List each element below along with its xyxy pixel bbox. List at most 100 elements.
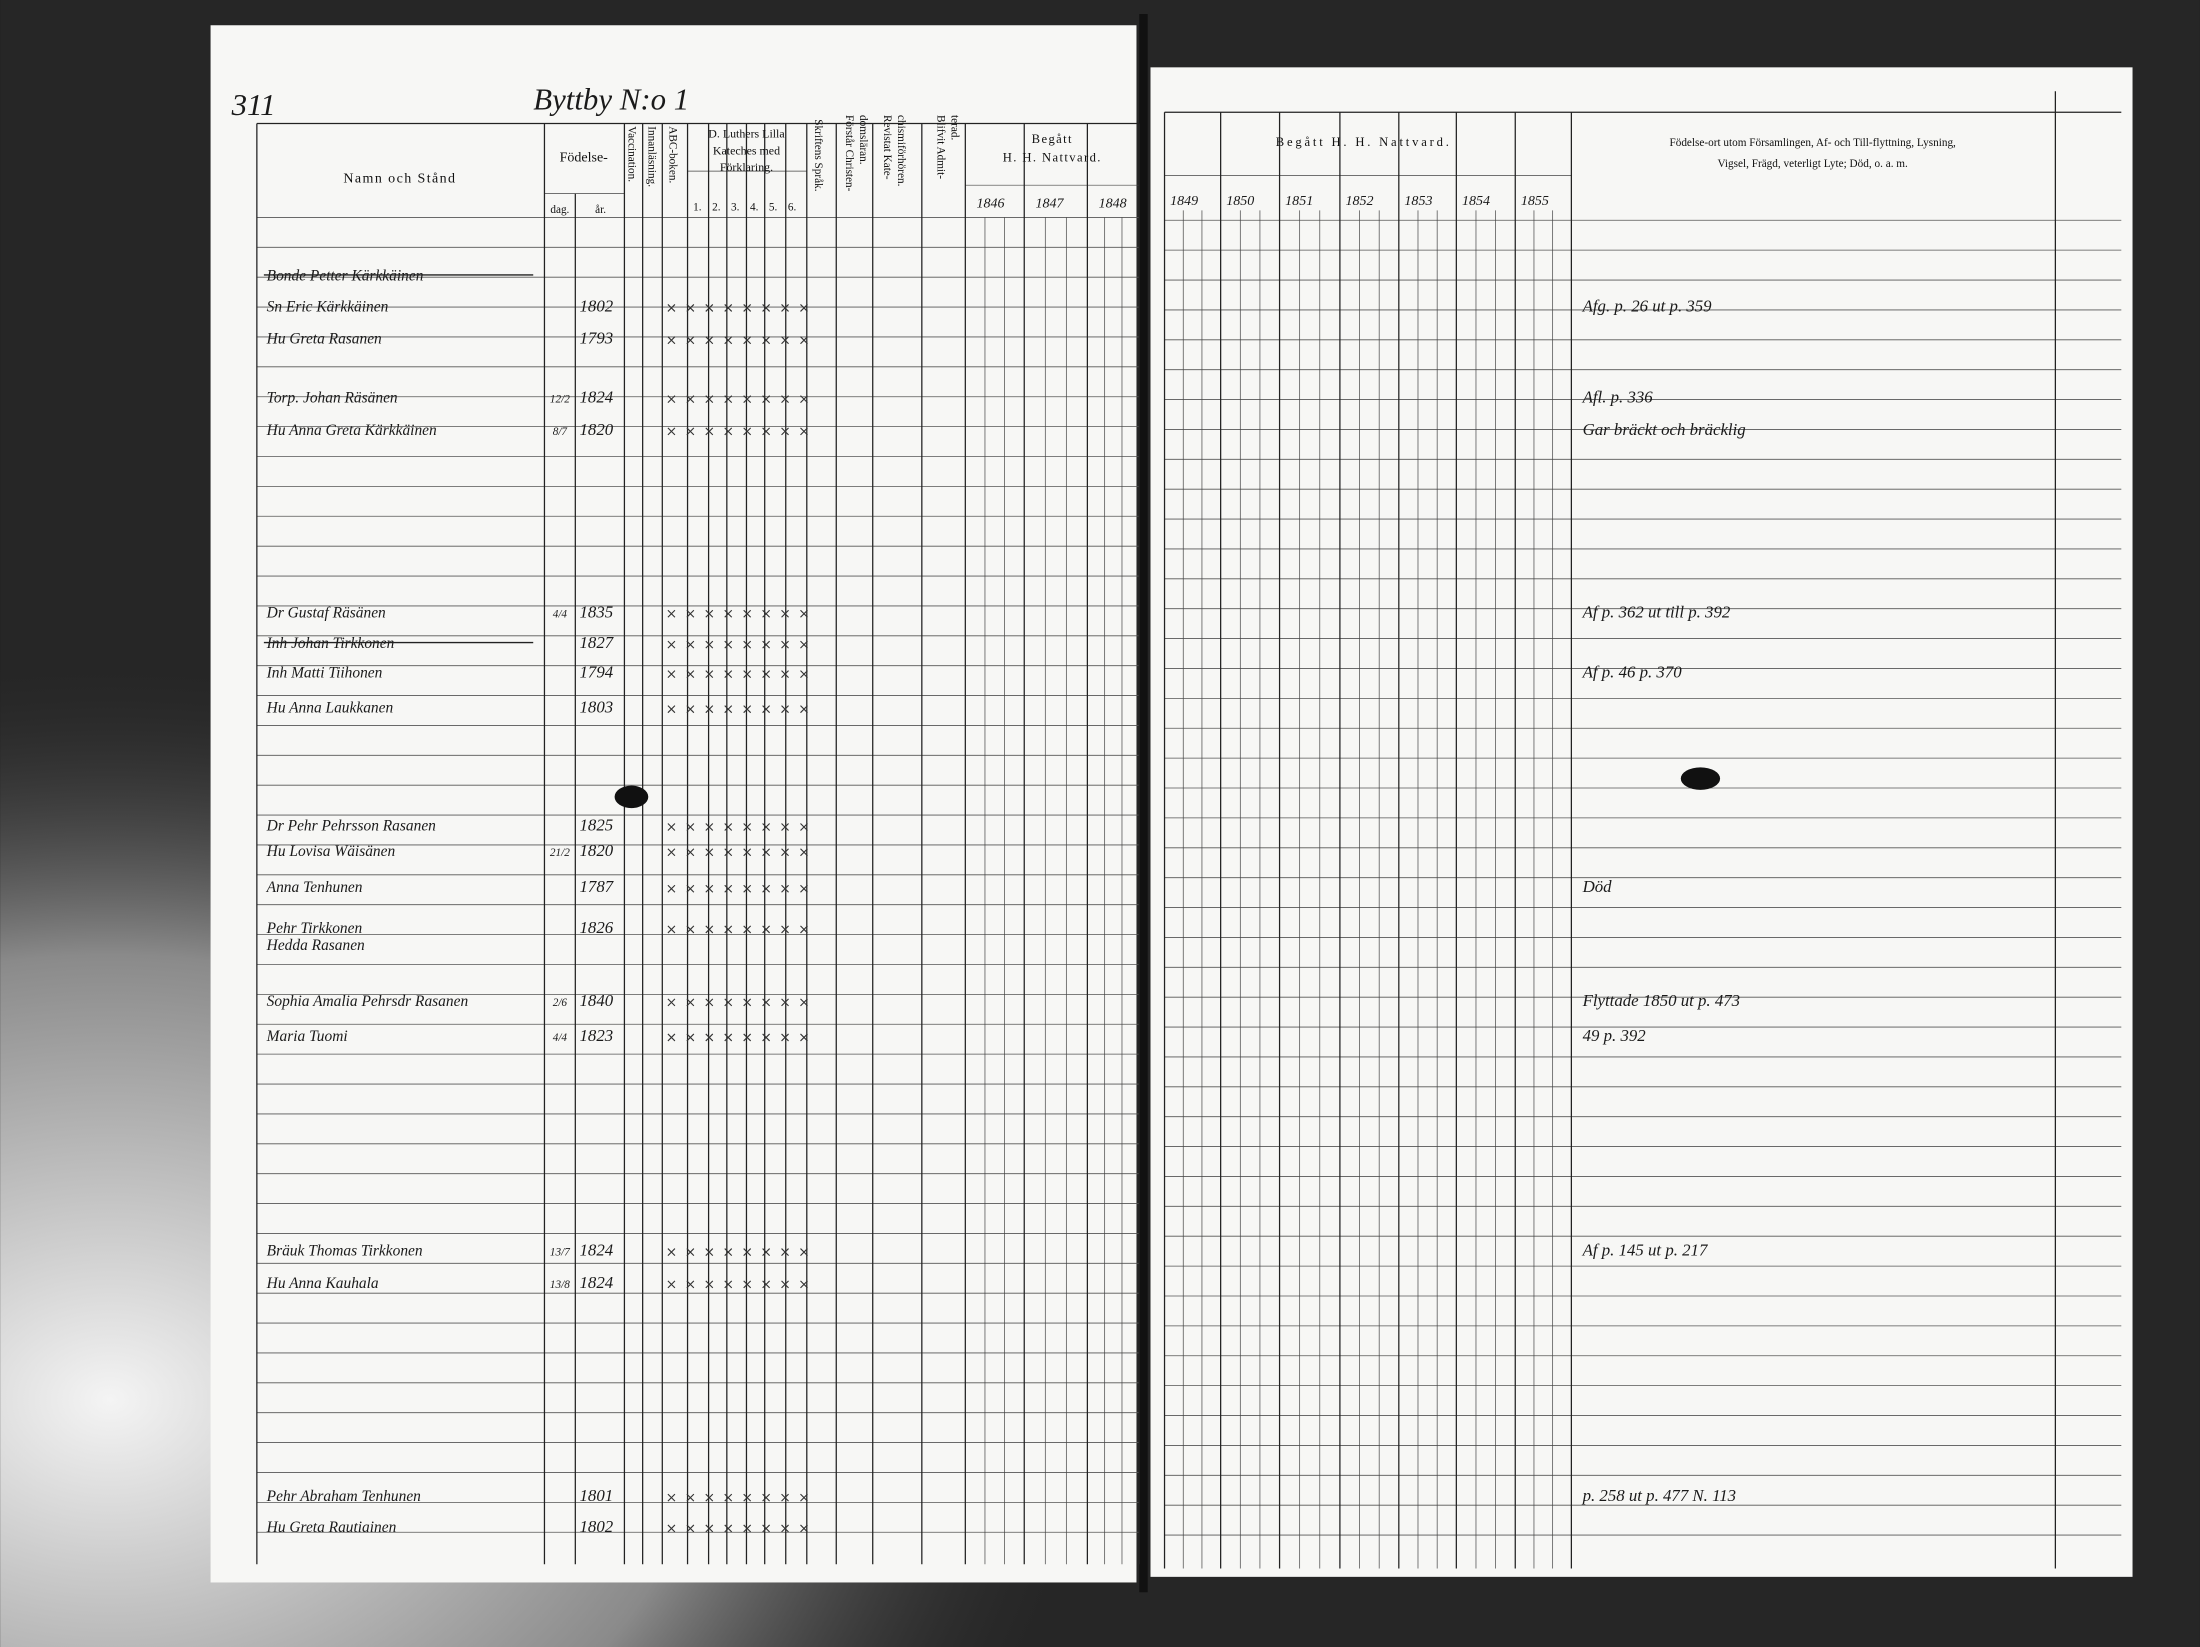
entry-year: 1827 — [580, 633, 614, 652]
page-number: 311 — [231, 88, 276, 122]
remark: p. 258 ut p. 477 N. 113 — [1582, 1486, 1736, 1505]
pen-mark — [686, 640, 695, 649]
header-year: 1852 — [1346, 194, 1374, 209]
pen-mark — [800, 609, 808, 618]
pen-mark — [762, 925, 771, 934]
pen-mark — [667, 427, 676, 436]
header-abc: ABC-boken. — [666, 126, 678, 183]
entry-name: Bonde Petter Kärkkäinen — [267, 268, 424, 285]
entry-year: 1826 — [580, 918, 614, 937]
village: Byttby N:o 1 — [533, 82, 689, 116]
entry-name: Sn Eric Kärkkäinen — [267, 298, 389, 315]
pen-mark — [705, 884, 714, 893]
pen-mark — [781, 705, 789, 714]
pen-mark — [724, 304, 733, 312]
pen-mark — [743, 304, 752, 312]
pen-mark — [667, 1280, 676, 1289]
pen-mark — [800, 1248, 808, 1256]
header-name: Namn och Stånd — [343, 171, 456, 186]
header-admitted: Blifvit Admit- — [934, 115, 946, 179]
pen-mark — [762, 1493, 771, 1502]
entry-year: 1803 — [580, 698, 614, 717]
entry-year: 1820 — [580, 420, 614, 439]
pen-mark — [800, 925, 808, 934]
pen-mark — [743, 395, 752, 404]
entry-year: 1835 — [580, 602, 614, 621]
ink-blot — [1680, 767, 1721, 790]
entry-name: Anna Tenhunen — [266, 879, 363, 896]
entry-day: 13/8 — [550, 1279, 570, 1291]
pen-mark — [686, 823, 695, 831]
pen-mark — [686, 304, 695, 312]
pen-mark — [800, 705, 808, 714]
entry-name: Torp. Johan Räsänen — [267, 390, 398, 407]
entry-year: 1802 — [580, 1517, 614, 1536]
pen-mark — [800, 1033, 808, 1042]
right-page — [1150, 67, 2133, 1577]
pen-mark — [743, 640, 752, 649]
pen-mark — [705, 1524, 714, 1533]
pen-mark — [743, 998, 752, 1007]
pen-mark — [705, 705, 714, 714]
entry-name: Hu Lovisa Wäisänen — [266, 843, 396, 860]
pen-mark — [781, 304, 789, 312]
pen-mark — [724, 998, 733, 1007]
pen-mark — [667, 823, 676, 831]
pen-mark — [800, 1493, 808, 1502]
header-year: 1853 — [1404, 194, 1432, 209]
header-catechism: D. Luthers Lilla — [708, 126, 785, 140]
pen-mark — [781, 925, 789, 934]
pen-mark — [743, 823, 752, 831]
pen-mark — [781, 609, 789, 618]
pen-mark — [667, 848, 676, 857]
header-catechism-part: 1. — [693, 201, 702, 213]
header-communion: H. H. Nattvard. — [1003, 150, 1102, 164]
header-remarks: Vigsel, Frägd, veterligt Lyte; Död, o. a… — [1718, 158, 1909, 170]
entry-year: 1801 — [580, 1486, 614, 1505]
entry-name: Dr Gustaf Räsänen — [266, 604, 386, 621]
pen-mark — [762, 640, 771, 649]
remark: Afl. p. 336 — [1582, 388, 1654, 407]
pen-mark — [724, 609, 733, 618]
header-catechism-part: 5. — [769, 201, 778, 213]
header-birth: Födelse- — [560, 150, 609, 165]
ink-blot — [614, 785, 649, 809]
pen-mark — [743, 336, 752, 345]
pen-mark — [724, 1524, 733, 1533]
header-catechism-part: 2. — [712, 201, 721, 213]
entry-name: Hu Greta Rasanen — [266, 331, 382, 348]
left-page — [210, 25, 1137, 1583]
header-year: 1850 — [1226, 194, 1254, 209]
pen-mark — [762, 1248, 771, 1256]
pen-mark — [686, 1033, 695, 1042]
entry-name: Pehr Abraham Tenhunen — [266, 1488, 422, 1505]
pen-mark — [724, 395, 733, 404]
header-scripture: Skriftens Språk. — [812, 119, 824, 191]
pen-mark — [705, 336, 714, 345]
header-year: 1846 — [977, 197, 1005, 212]
pen-mark — [667, 609, 676, 618]
entry-name: Bräuk Thomas Tirkkonen — [267, 1243, 423, 1260]
pen-mark — [705, 823, 714, 831]
entry-day: 4/4 — [553, 1032, 568, 1044]
pen-mark — [724, 1248, 733, 1256]
pen-mark — [762, 848, 771, 857]
entry-name: Maria Tuomi — [266, 1028, 348, 1045]
pen-mark — [705, 427, 714, 436]
pen-mark — [743, 609, 752, 618]
pen-mark — [667, 1033, 676, 1042]
pen-mark — [686, 925, 695, 934]
pen-mark — [686, 848, 695, 857]
pen-mark — [762, 304, 771, 312]
pen-mark — [667, 670, 676, 678]
header-revisited: Revistat Kate- — [881, 115, 893, 180]
pen-mark — [667, 705, 676, 714]
pen-mark — [800, 640, 808, 649]
pen-mark — [800, 670, 808, 678]
pen-mark — [762, 395, 771, 404]
entry-name: Hu Anna Greta Kärkkäinen — [266, 422, 437, 439]
pen-mark — [705, 395, 714, 404]
header-year: 1854 — [1462, 194, 1490, 209]
pen-mark — [724, 336, 733, 345]
pen-mark — [724, 705, 733, 714]
